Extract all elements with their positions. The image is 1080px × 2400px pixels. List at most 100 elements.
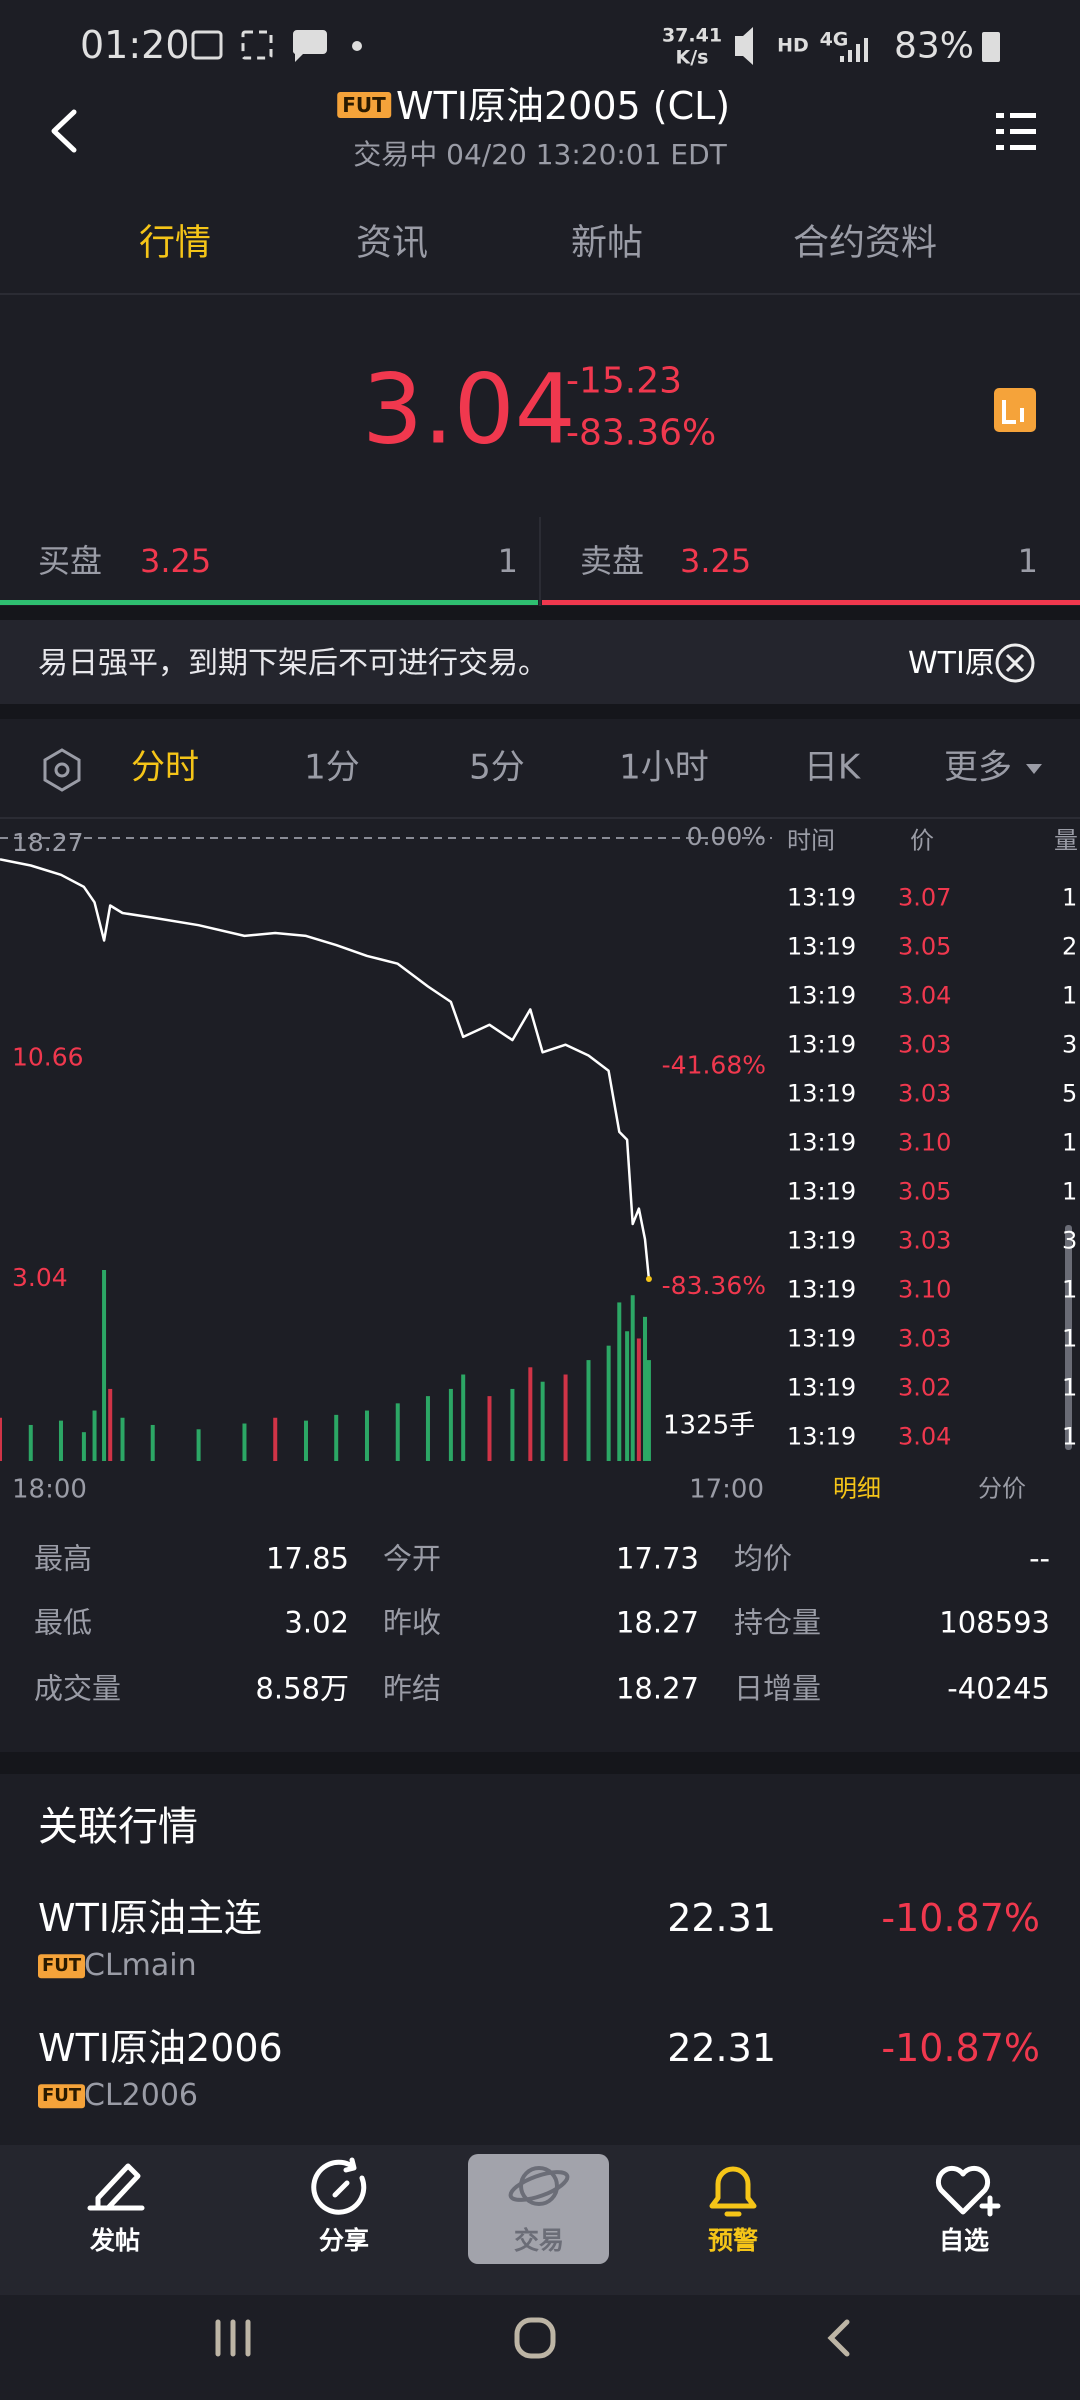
trade-header: 时间 <box>787 826 835 855</box>
dropdown-arrow <box>1026 764 1042 774</box>
menu-button[interactable] <box>996 113 1036 150</box>
trade-qty: 5 <box>1062 1079 1078 1108</box>
volume-bar <box>606 1345 611 1461</box>
y-tick-label: 18.27 <box>12 828 84 857</box>
trade-qty: 1 <box>1062 1177 1078 1206</box>
y2-tick-label: 0.00% <box>687 822 766 851</box>
stat-value: -40245 <box>947 1671 1050 1706</box>
close-notice[interactable] <box>995 643 1035 683</box>
trade-time: 13:19 <box>787 1177 857 1206</box>
stat-value: 18.27 <box>615 1605 699 1640</box>
system-back-button[interactable] <box>827 2319 850 2357</box>
signal-icon <box>840 38 868 62</box>
post-icon[interactable] <box>87 2163 145 2211</box>
stat-label: 最低 <box>34 1605 93 1640</box>
volume-bar <box>625 1331 630 1461</box>
trade-tab[interactable]: 明细 <box>833 1474 881 1503</box>
trade-time: 13:19 <box>787 981 857 1010</box>
period-tab[interactable]: 5分 <box>469 747 525 788</box>
related-code: CL2006 <box>84 2078 199 2113</box>
bid-bar <box>0 600 538 605</box>
period-tab[interactable]: 1小时 <box>619 747 709 788</box>
nav-label[interactable]: 发帖 <box>89 2226 141 2255</box>
share-icon[interactable] <box>311 2157 367 2215</box>
volume-bar <box>0 1417 2 1461</box>
related-name[interactable]: WTI原油主连 <box>38 1896 262 1941</box>
y-tick-label: 10.66 <box>12 1042 84 1071</box>
nav-label[interactable]: 自选 <box>938 2226 990 2255</box>
back-button[interactable] <box>51 109 77 153</box>
trade-qty: 3 <box>1062 1030 1078 1059</box>
bid-price: 3.25 <box>140 541 212 580</box>
period-tab[interactable]: 分时 <box>131 747 199 788</box>
recent-apps-button[interactable] <box>215 2319 251 2357</box>
scrollbar <box>1065 1225 1072 1450</box>
volume-bar <box>528 1367 533 1461</box>
trade-tab[interactable]: 分价 <box>978 1474 1026 1503</box>
trade-icon[interactable] <box>507 2166 570 2206</box>
trade-price: 3.10 <box>898 1128 952 1157</box>
volume-bar <box>461 1374 466 1461</box>
nav-label[interactable]: 交易 <box>513 2226 565 2255</box>
trade-qty: 1 <box>1062 883 1078 912</box>
trade-price: 3.04 <box>898 1422 952 1451</box>
battery-icon <box>982 32 1000 62</box>
ask-label: 卖盘 <box>580 541 645 580</box>
tab[interactable]: 合约资料 <box>792 222 938 264</box>
volume-bar <box>242 1423 247 1461</box>
stat-label: 最高 <box>34 1541 93 1576</box>
bid-label: 买盘 <box>38 541 103 580</box>
hd-indicator: HD <box>777 34 809 57</box>
price-change-percent: -83.36% <box>566 412 717 454</box>
settings-icon[interactable] <box>43 748 81 792</box>
trade-price: 3.02 <box>898 1373 952 1402</box>
trade-time: 13:19 <box>787 1275 857 1304</box>
tab[interactable]: 行情 <box>138 222 212 264</box>
related-name[interactable]: WTI原油2006 <box>38 2026 283 2071</box>
nav-label[interactable]: 预警 <box>707 2226 759 2255</box>
period-tab[interactable]: 日K <box>803 747 861 788</box>
ask-bar <box>542 600 1080 605</box>
watchlist-icon[interactable] <box>935 2165 1001 2217</box>
last-price: 3.04 <box>362 353 576 466</box>
tab[interactable]: 资讯 <box>355 222 429 264</box>
x-tick-label: 17:00 <box>689 1475 764 1505</box>
price-change: -15.23 <box>566 360 683 402</box>
trade-button-bg[interactable] <box>468 2154 609 2264</box>
volume-max-label: 1325手 <box>663 1411 755 1441</box>
trade-price: 3.04 <box>898 981 952 1010</box>
trade-price: 3.07 <box>898 883 952 912</box>
home-button[interactable] <box>514 2317 556 2359</box>
ask-size: 1 <box>1017 541 1038 580</box>
volume-bar <box>150 1424 155 1461</box>
notice-link[interactable]: WTI原 <box>908 646 995 681</box>
trade-price: 3.03 <box>898 1324 952 1353</box>
x-tick-label: 18:00 <box>12 1475 87 1505</box>
alert-icon[interactable] <box>709 2166 757 2217</box>
related-change: -10.87% <box>881 1896 1040 1941</box>
nav-label[interactable]: 分享 <box>318 2226 370 2255</box>
network-type: 4G <box>819 28 849 51</box>
tab[interactable]: 新帖 <box>570 222 644 264</box>
volume-bar <box>108 1388 113 1461</box>
period-tab[interactable]: 更多 <box>944 747 1012 788</box>
screenshot-icon <box>241 30 273 60</box>
volume-bar <box>563 1374 568 1461</box>
last-price-dot <box>645 1276 652 1282</box>
trade-header: 价 <box>910 826 934 855</box>
volume-bar <box>273 1417 278 1461</box>
gallery-icon <box>191 30 223 60</box>
period-tab[interactable]: 1分 <box>304 747 360 788</box>
trade-qty: 1 <box>1062 981 1078 1010</box>
volume-bar <box>510 1388 515 1461</box>
ask-price: 3.25 <box>680 541 752 580</box>
notice-text: 易日强平，到期下架后不可进行交易。 <box>38 646 548 681</box>
stat-label: 成交量 <box>34 1671 122 1706</box>
dot-icon <box>352 41 362 51</box>
stat-value: -- <box>1029 1541 1050 1576</box>
related-code: CLmain <box>84 1948 197 1983</box>
notice-bar[interactable] <box>0 620 1080 704</box>
